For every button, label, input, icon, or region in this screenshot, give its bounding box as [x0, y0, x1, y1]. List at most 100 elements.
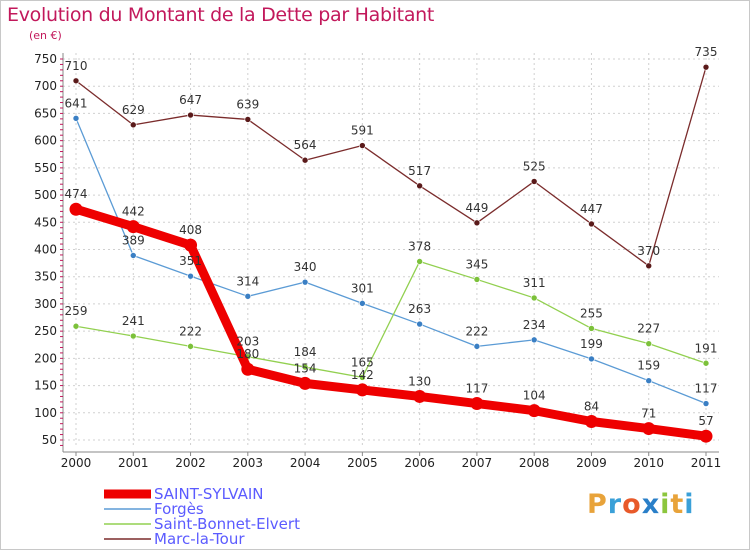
- data-point: [355, 383, 369, 397]
- data-point: [588, 355, 595, 363]
- data-point: [244, 293, 252, 300]
- data-point: [184, 238, 198, 252]
- data-point: [702, 400, 710, 407]
- data-label: 222: [465, 324, 488, 338]
- data-label: 378: [408, 239, 431, 253]
- data-label: 314: [236, 274, 259, 288]
- data-point: [645, 340, 653, 347]
- data-point: [187, 111, 194, 119]
- data-point: [126, 220, 140, 234]
- data-label: 71: [641, 407, 656, 421]
- data-label: 255: [580, 306, 603, 320]
- data-label: 517: [408, 164, 431, 178]
- data-label: 142: [351, 368, 374, 382]
- x-tick-label: 2000: [61, 456, 92, 470]
- data-point: [416, 320, 423, 328]
- data-point: [69, 202, 83, 216]
- data-point: [473, 343, 481, 350]
- data-label: 351: [179, 254, 202, 268]
- y-tick-label: 700: [34, 79, 57, 93]
- x-tick-label: 2002: [175, 456, 206, 470]
- legend-label: SAINT-SYLVAIN: [154, 485, 264, 503]
- series-line-saint-sylvain: [71, 204, 711, 441]
- data-point: [244, 116, 252, 123]
- data-label: 340: [294, 260, 317, 274]
- data-label: 442: [122, 205, 145, 219]
- data-point: [416, 258, 423, 265]
- logo-letter: i: [684, 489, 695, 520]
- data-label: 311: [523, 276, 546, 290]
- data-point: [129, 121, 137, 129]
- data-label: 259: [65, 304, 88, 318]
- data-point: [241, 362, 255, 376]
- data-point: [301, 278, 309, 286]
- y-tick-label: 400: [34, 243, 57, 257]
- data-label: 227: [637, 322, 660, 336]
- data-label: 165: [351, 355, 374, 369]
- data-point: [72, 77, 80, 85]
- logo-letter: P: [587, 489, 608, 520]
- data-label: 474: [65, 187, 88, 201]
- logo-letter: x: [641, 489, 661, 520]
- data-point: [129, 332, 137, 340]
- data-label: 263: [408, 302, 431, 316]
- data-label: 234: [523, 318, 546, 332]
- data-label: 184: [294, 345, 317, 359]
- x-tick-label: 2005: [347, 456, 378, 470]
- data-point: [699, 429, 713, 443]
- y-tick-label: 150: [34, 379, 57, 393]
- data-label: 639: [236, 97, 259, 111]
- data-point: [413, 389, 427, 403]
- x-tick-label: 2003: [233, 456, 264, 470]
- x-tick-label: 2009: [576, 456, 607, 470]
- x-tick-label: 2001: [118, 456, 149, 470]
- chart-unit-label: (en €): [29, 29, 62, 42]
- series-line-marc-la-tour: [75, 66, 707, 267]
- y-tick-label: 300: [34, 297, 57, 311]
- data-label: 564: [294, 138, 317, 152]
- data-point: [187, 343, 194, 350]
- data-point: [470, 397, 484, 411]
- data-label: 370: [637, 244, 660, 258]
- data-label: 735: [695, 45, 718, 59]
- data-label: 203: [236, 335, 259, 349]
- y-tick-label: 250: [34, 324, 57, 338]
- logo-letter: i: [660, 489, 671, 520]
- legend-label: Saint-Bonnet-Elvert: [154, 515, 300, 533]
- y-tick-label: 750: [34, 52, 57, 66]
- y-tick-label: 550: [34, 161, 57, 175]
- data-label: 525: [523, 159, 546, 173]
- y-tick-label: 350: [34, 270, 57, 284]
- y-tick-label: 100: [34, 406, 57, 420]
- series-line-saint-bonnet-elvert: [75, 260, 707, 379]
- data-point: [645, 377, 653, 384]
- data-label: 710: [65, 59, 88, 73]
- data-point: [359, 374, 366, 381]
- data-point: [301, 156, 309, 164]
- x-tick-label: 2007: [462, 456, 493, 470]
- data-label: 199: [580, 337, 603, 351]
- data-point: [72, 322, 80, 330]
- data-label: 408: [179, 223, 202, 237]
- data-point: [298, 376, 312, 390]
- data-point: [702, 359, 710, 367]
- data-point: [584, 414, 598, 428]
- data-label: 180: [236, 347, 259, 361]
- x-tick-label: 2008: [519, 456, 550, 470]
- data-label: 84: [584, 399, 599, 413]
- series-line-forg-s: [75, 117, 707, 405]
- y-tick-label: 50: [42, 433, 57, 447]
- x-tick-label: 2010: [633, 456, 664, 470]
- y-tick-label: 500: [34, 188, 57, 202]
- data-label: 591: [351, 124, 374, 138]
- y-tick-label: 600: [34, 134, 57, 148]
- data-label: 117: [465, 382, 488, 396]
- data-point: [359, 300, 366, 307]
- data-point: [416, 182, 423, 190]
- y-tick-label: 450: [34, 215, 57, 229]
- proxiti-logo: Proxiti: [587, 489, 695, 520]
- data-label: 222: [179, 324, 202, 338]
- chart-title: Evolution du Montant de la Dette par Hab…: [7, 4, 435, 26]
- data-label: 191: [695, 341, 718, 355]
- x-tick-label: 2011: [691, 456, 722, 470]
